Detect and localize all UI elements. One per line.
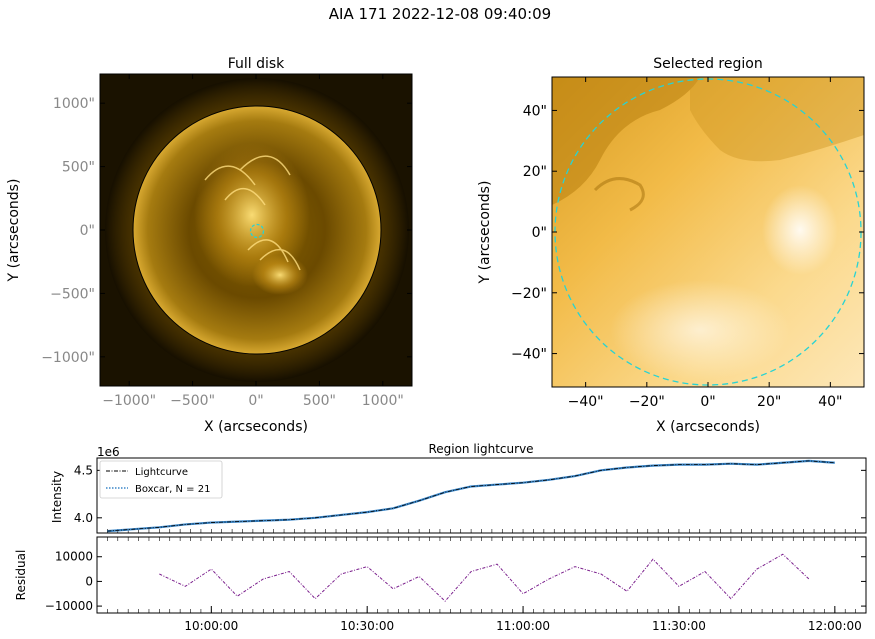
- x-tick-label: −500": [170, 393, 215, 409]
- legend-label-lightcurve: Lightcurve: [135, 467, 188, 478]
- selection-circle-full-disk: [249, 223, 265, 239]
- y-tick-label: −1000": [41, 350, 95, 366]
- x-tick-label: 0": [248, 393, 263, 409]
- y-tick-label: 40": [523, 103, 547, 119]
- figure-suptitle: AIA 171 2022-12-08 09:40:09: [329, 5, 551, 23]
- x-tick-label: −1000": [102, 393, 156, 409]
- residual-ticks: −10000 0 10000 10:00:00 10:30:00 11:00:00 11:3…: [45, 537, 867, 633]
- full-disk-ticks: −1000" −500" 0" 500" 1000" −1000" −500" 0" 500" 1…: [41, 74, 412, 409]
- lightcurve-offset-text: 1e6: [97, 445, 120, 459]
- x-tick-label: −20": [629, 394, 665, 410]
- y-tick-label: 10000: [55, 550, 93, 564]
- lightcurve-ticks: 4.0 4.5: [74, 463, 867, 533]
- full-disk-ylabel: Y (arcseconds): [6, 179, 22, 283]
- x-tick-label: 11:00:00: [496, 619, 550, 633]
- x-tick-label: 11:30:00: [652, 619, 706, 633]
- x-tick-label: 40": [818, 394, 842, 410]
- x-tick-label: 0": [700, 394, 715, 410]
- selected-region-ylabel: Y (arcseconds): [477, 181, 493, 285]
- full-disk-xlabel: X (arcseconds): [204, 419, 308, 435]
- x-tick-label: 500": [303, 393, 336, 409]
- selected-region-title: Selected region: [653, 56, 762, 72]
- residual-series: [159, 553, 810, 602]
- y-tick-label: 4.0: [74, 511, 93, 525]
- lightcurve-panel: Region lightcurve 1e6 4.0 4.5 Intensity L…: [50, 442, 867, 534]
- y-tick-label: −20": [511, 286, 547, 302]
- region-bright-patch: [762, 185, 838, 275]
- y-tick-label: −10000: [45, 599, 93, 613]
- legend-label-boxcar: Boxcar, N = 21: [135, 484, 210, 495]
- region-loop-feature: [593, 177, 645, 212]
- active-region-glow: [194, 143, 310, 287]
- x-tick-label: 20": [757, 394, 781, 410]
- x-tick-label: 10:30:00: [340, 619, 394, 633]
- y-tick-label: 500": [62, 160, 95, 176]
- coronal-loops: [204, 155, 301, 271]
- y-tick-label: 20": [523, 164, 547, 180]
- residual-line: [159, 553, 810, 602]
- x-tick-label: 1000": [362, 393, 404, 409]
- y-tick-label: 4.5: [74, 463, 93, 477]
- limb-circle: [132, 105, 382, 355]
- y-tick-label: −40": [511, 347, 547, 363]
- y-tick-label: 1000": [53, 96, 95, 112]
- x-tick-label: 10:00:00: [184, 619, 238, 633]
- x-tick-label: 12:00:00: [808, 619, 862, 633]
- y-tick-label: −500": [50, 286, 95, 302]
- intensity-ylabel: Intensity: [50, 471, 64, 523]
- selected-region-panel: Selected region −40" −20" 0" 20" 40" −40" −20"…: [477, 56, 865, 435]
- y-tick-label: 0": [80, 223, 95, 239]
- region-bright-patch-lower: [610, 280, 790, 380]
- active-region-glow-south: [252, 255, 308, 295]
- full-disk-title: Full disk: [228, 56, 285, 72]
- legend-box: [99, 460, 223, 499]
- lightcurve-line: [107, 460, 835, 532]
- lightcurve-legend: Lightcurve Boxcar, N = 21: [99, 460, 223, 499]
- residual-panel: −10000 0 10000 10:00:00 10:30:00 11:00:00 11:3…: [14, 536, 867, 633]
- residual-frame: [96, 536, 867, 614]
- y-tick-label: 0": [532, 225, 547, 241]
- lightcurve-title: Region lightcurve: [428, 442, 533, 456]
- full-disk-panel: Full disk −1000" −500" 0" 500" 1000" −1000" −5…: [6, 56, 413, 435]
- region-dark-streak: [690, 77, 864, 162]
- x-tick-label: −40": [568, 394, 604, 410]
- region-dark-band: [552, 77, 700, 205]
- residual-ylabel: Residual: [14, 550, 28, 601]
- selected-region-xlabel: X (arcseconds): [656, 419, 760, 435]
- y-tick-label: 0: [85, 574, 93, 588]
- lightcurve-frame: [96, 457, 867, 534]
- selected-region-ticks: −40" −20" 0" 20" 40" −40" −20" 0" 20" 40": [511, 77, 864, 410]
- lightcurve-series: [107, 459, 835, 533]
